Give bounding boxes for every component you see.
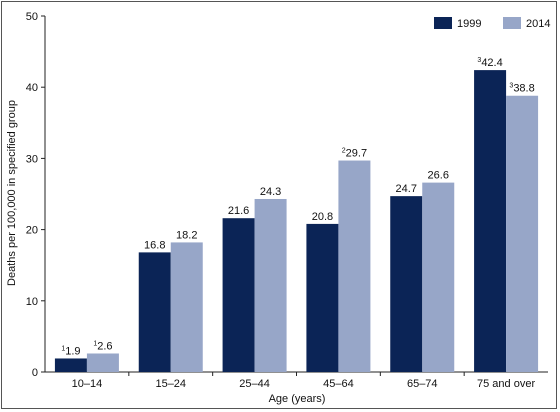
data-labels: 11.912.616.818.221.624.320.8229.724.726.… <box>61 57 534 357</box>
bar-2014 <box>506 95 539 372</box>
y-tick-label: 0 <box>32 367 38 379</box>
data-label: 20.8 <box>312 211 333 223</box>
bar-2014 <box>422 182 455 372</box>
bar-1999 <box>138 252 171 372</box>
data-label: 18.2 <box>176 229 197 241</box>
x-tick-label: 10–14 <box>72 378 103 390</box>
bars <box>54 70 539 372</box>
legend-swatch-2014 <box>503 17 521 29</box>
y-tick-label: 50 <box>26 11 38 23</box>
x-tick-label: 65–74 <box>407 378 438 390</box>
footnote-marker: 3 <box>477 57 481 64</box>
data-label: 11.9 <box>61 345 80 357</box>
bar-1999 <box>306 223 339 372</box>
legend-label-1999: 1999 <box>457 18 481 30</box>
bar-1999 <box>54 358 87 372</box>
data-value: 29.7 <box>346 148 367 160</box>
bar-2014 <box>254 198 287 372</box>
data-value: 42.4 <box>481 57 502 69</box>
data-label: 229.7 <box>342 148 367 160</box>
data-label: 21.6 <box>228 205 249 217</box>
x-tick-label: 25–44 <box>239 378 270 390</box>
y-axis-label: Deaths per 100,000 in specified group <box>6 100 18 286</box>
x-tick-label: 75 and over <box>477 378 535 390</box>
bar-1999 <box>222 218 255 372</box>
data-value: 38.8 <box>513 83 534 95</box>
bar-2014 <box>338 160 371 372</box>
x-axis-label: Age (years) <box>269 393 326 405</box>
data-label: 338.8 <box>509 83 534 95</box>
data-label: 12.6 <box>93 340 112 352</box>
data-label: 24.7 <box>396 183 417 195</box>
footnote-marker: 1 <box>61 345 65 352</box>
bar-1999 <box>474 70 507 372</box>
y-tick-label: 40 <box>26 82 38 94</box>
data-label: 16.8 <box>144 239 165 251</box>
bar-2014 <box>170 242 203 372</box>
bar-1999 <box>390 196 423 372</box>
y-tick-label: 20 <box>26 225 38 237</box>
data-label: 26.6 <box>428 170 449 182</box>
data-value: 1.9 <box>65 345 80 357</box>
footnote-marker: 2 <box>342 148 346 155</box>
data-label: 24.3 <box>260 186 281 198</box>
data-label: 342.4 <box>477 57 502 69</box>
y-tick-label: 10 <box>26 296 38 308</box>
legend: 1999 2014 <box>434 17 550 30</box>
data-value: 2.6 <box>97 340 112 352</box>
footnote-marker: 1 <box>93 340 97 347</box>
legend-label-2014: 2014 <box>526 18 550 30</box>
x-tick-label: 15–24 <box>155 378 186 390</box>
bar-2014 <box>86 353 119 372</box>
footnote-marker: 3 <box>509 83 513 90</box>
axes: 0 10 20 30 40 50 10–14 15–24 25–44 45–64 65–74 75 a… <box>26 11 548 390</box>
legend-swatch-1999 <box>434 17 452 29</box>
y-tick-label: 30 <box>26 153 38 165</box>
x-tick-label: 45–64 <box>323 378 354 390</box>
